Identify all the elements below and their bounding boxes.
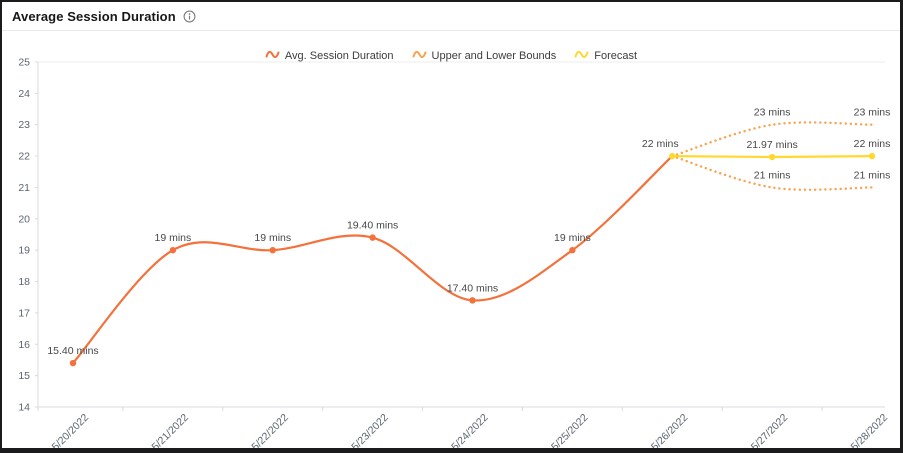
x-axis-label: 5/22/2022 — [249, 412, 291, 451]
data-point-marker[interactable] — [569, 246, 576, 254]
data-point-label: 21.97 mins — [746, 139, 797, 151]
widget-header: Average Session Duration — [2, 2, 900, 31]
data-point-marker[interactable] — [169, 246, 177, 254]
x-axis-label: 5/27/2022 — [749, 412, 791, 451]
data-point-marker[interactable] — [669, 152, 676, 160]
data-point-marker[interactable] — [469, 297, 476, 304]
data-point-label: 22 mins — [854, 138, 891, 150]
data-point-label: 19.40 mins — [347, 220, 398, 232]
y-axis-label: 24 — [18, 88, 30, 100]
y-axis-label: 25 — [18, 57, 30, 69]
legend-item-avg-session-duration[interactable]: Avg. Session Duration — [265, 47, 394, 65]
y-axis-label: 21 — [18, 182, 30, 194]
legend-item-forecast[interactable]: Forecast — [574, 47, 637, 65]
y-axis-label: 14 — [18, 402, 30, 414]
data-point-label: 23 mins — [754, 107, 791, 119]
x-axis-label: 5/21/2022 — [149, 412, 191, 451]
y-axis-label: 19 — [18, 245, 30, 257]
data-point-label: 19 mins — [254, 232, 291, 244]
chart-title: Average Session Duration — [12, 8, 176, 24]
x-axis-label: 5/25/2022 — [549, 412, 591, 451]
chart-legend: Avg. Session Duration Upper and Lower Bo… — [2, 47, 900, 65]
series-line-upper-bound — [671, 121, 874, 158]
y-axis-label: 20 — [18, 213, 30, 225]
data-point-marker[interactable] — [69, 359, 77, 367]
info-icon[interactable] — [183, 10, 196, 23]
data-point-label: 15.40 mins — [47, 345, 98, 357]
line-chart: 25 24 23 22 21 20 19 18 17 16 15 14 5/20/2022 5/21/20… — [18, 57, 891, 451]
y-axis-label: 16 — [18, 339, 30, 351]
chart-plot-area: Avg. Session Duration Upper and Lower Bo… — [2, 31, 900, 448]
x-axis-label: 5/23/2022 — [349, 412, 391, 451]
data-point-marker[interactable] — [369, 234, 376, 241]
y-axis-label: 15 — [18, 370, 30, 382]
wave-series-icon — [574, 47, 589, 65]
data-point-label: 23 mins — [854, 107, 891, 119]
data-point-label: 19 mins — [154, 232, 191, 244]
x-axis-label: 5/26/2022 — [649, 412, 691, 451]
y-axis-label: 18 — [18, 276, 30, 288]
data-point-label: 21 mins — [754, 169, 791, 181]
y-axis-label: 23 — [18, 119, 30, 131]
y-axis-label: 17 — [18, 307, 30, 319]
wave-series-icon — [412, 47, 427, 65]
data-point-label: 19 mins — [554, 232, 591, 244]
data-point-marker[interactable] — [269, 246, 276, 254]
data-point-label: 17.40 mins — [447, 282, 498, 294]
data-point-label: 21 mins — [854, 169, 891, 181]
x-axis-label: 5/28/2022 — [849, 412, 891, 451]
series-line-avg-session-duration — [71, 154, 674, 365]
data-point-marker[interactable] — [868, 152, 876, 160]
y-axis-label: 22 — [18, 151, 30, 163]
x-axis-label: 5/24/2022 — [449, 412, 491, 451]
data-point-label: 22 mins — [642, 138, 679, 150]
legend-item-upper-lower-bounds[interactable]: Upper and Lower Bounds — [412, 47, 556, 65]
x-axis-label: 5/20/2022 — [50, 412, 92, 451]
series-line-lower-bound — [671, 154, 874, 191]
data-point-marker[interactable] — [768, 153, 776, 161]
wave-series-icon — [265, 47, 280, 65]
